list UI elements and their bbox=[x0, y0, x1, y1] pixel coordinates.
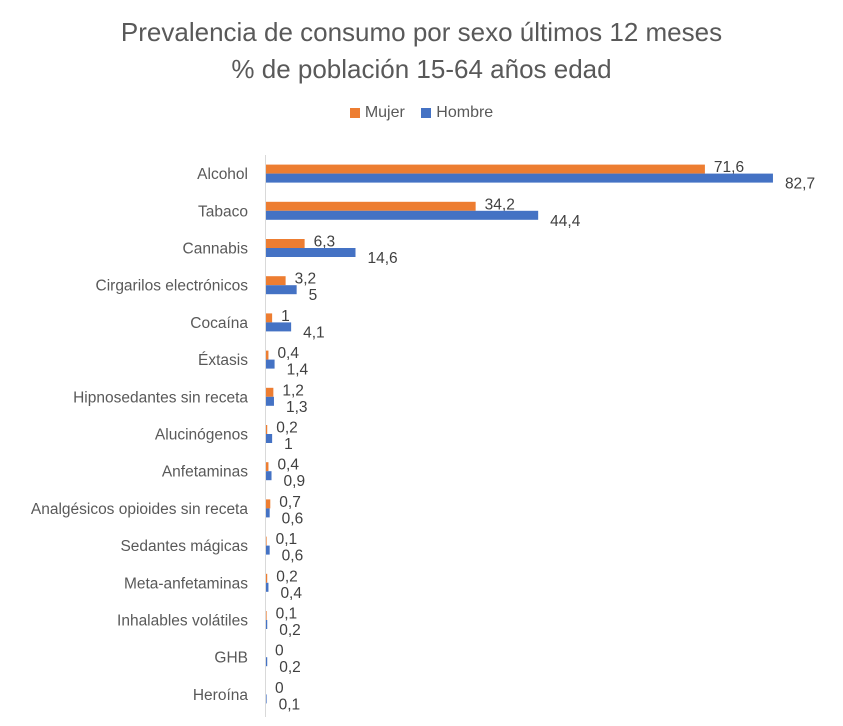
data-label-mujer-meta-anfetaminas: 0,2 bbox=[276, 568, 298, 585]
category-label-cirgarilos-electronicos: Cirgarilos electrónicos bbox=[96, 278, 249, 295]
bar-hombre-anfetaminas bbox=[266, 471, 272, 481]
bar-hombre-sedantes-magicas bbox=[266, 545, 270, 555]
bar-hombre-tabaco bbox=[266, 210, 539, 220]
bar-hombre-analgesicos-opioides-sin-receta bbox=[266, 508, 270, 518]
data-label-hombre-anfetaminas: 0,9 bbox=[284, 473, 306, 490]
category-label-alcohol: Alcohol bbox=[197, 166, 248, 183]
bar-hombre-cannabis bbox=[266, 248, 356, 257]
category-label-cocaina: Cocaína bbox=[190, 315, 248, 332]
data-label-mujer-anfetaminas: 0,4 bbox=[277, 457, 299, 474]
category-label-analgesicos-opioides-sin-receta: Analgésicos opioides sin receta bbox=[31, 501, 249, 518]
chart-title: Prevalencia de consumo por sexo últimos … bbox=[0, 14, 843, 88]
legend-item-hombre: Hombre bbox=[421, 104, 493, 122]
category-label-extasis: Éxtasis bbox=[198, 352, 248, 369]
data-label-mujer-inhalables-volatiles: 0,1 bbox=[276, 606, 298, 623]
category-label-meta-anfetaminas: Meta-anfetaminas bbox=[124, 575, 248, 592]
bar-mujer-sedantes-magicas bbox=[266, 536, 267, 546]
legend-swatch-hombre bbox=[421, 108, 432, 118]
bar-mujer-tabaco bbox=[266, 201, 476, 211]
bar-mujer-hipnosedantes-sin-receta bbox=[266, 387, 274, 397]
bar-hombre-hipnosedantes-sin-receta bbox=[266, 396, 274, 406]
data-label-mujer-ghb: 0 bbox=[275, 643, 284, 660]
data-label-mujer-analgesicos-opioides-sin-receta: 0,7 bbox=[279, 494, 301, 511]
data-label-mujer-cirgarilos-electronicos: 3,2 bbox=[295, 271, 317, 288]
category-label-heroina: Heroína bbox=[193, 687, 249, 704]
data-label-mujer-hipnosedantes-sin-receta: 1,2 bbox=[282, 382, 304, 399]
data-label-mujer-extasis: 0,4 bbox=[277, 345, 299, 362]
category-label-ghb: GHB bbox=[214, 650, 248, 667]
bar-hombre-heroina bbox=[266, 694, 267, 704]
data-label-hombre-alcohol: 82,7 bbox=[785, 176, 815, 193]
data-label-hombre-extasis: 1,4 bbox=[287, 362, 309, 379]
bar-hombre-extasis bbox=[266, 359, 275, 369]
data-label-mujer-heroina: 0 bbox=[275, 680, 284, 697]
bar-mujer-extasis bbox=[266, 350, 269, 360]
bar-mujer-meta-anfetaminas bbox=[266, 573, 268, 583]
data-label-mujer-tabaco: 34,2 bbox=[485, 196, 515, 213]
data-label-mujer-alcohol: 71,6 bbox=[714, 159, 744, 176]
bar-hombre-alcohol bbox=[266, 173, 773, 183]
data-label-mujer-cocaina: 1 bbox=[281, 308, 290, 325]
bar-mujer-inhalables-volatiles bbox=[266, 611, 267, 620]
bar-mujer-alucinogenos bbox=[266, 425, 268, 434]
data-label-hombre-tabaco: 44,4 bbox=[550, 213, 581, 230]
data-label-hombre-ghb: 0,2 bbox=[279, 659, 301, 676]
bar-mujer-analgesicos-opioides-sin-receta bbox=[266, 499, 271, 509]
chart-title-line-2: % de población 15-64 años edad bbox=[231, 54, 612, 84]
bar-mujer-cocaina bbox=[266, 313, 273, 323]
bar-hombre-alucinogenos bbox=[266, 434, 273, 443]
data-label-hombre-meta-anfetaminas: 0,4 bbox=[280, 585, 302, 602]
legend-label-mujer: Mujer bbox=[364, 104, 405, 121]
category-label-cannabis: Cannabis bbox=[183, 241, 249, 258]
bar-mujer-alcohol bbox=[266, 164, 705, 174]
category-label-hipnosedantes-sin-receta: Hipnosedantes sin receta bbox=[73, 389, 248, 406]
category-label-anfetaminas: Anfetaminas bbox=[162, 464, 248, 481]
data-label-mujer-sedantes-magicas: 0,1 bbox=[276, 531, 298, 548]
legend-item-mujer: Mujer bbox=[349, 104, 405, 122]
data-label-mujer-cannabis: 6,3 bbox=[314, 234, 336, 251]
legend-label-hombre: Hombre bbox=[436, 104, 494, 121]
data-label-hombre-cannabis: 14,6 bbox=[367, 250, 397, 267]
bar-mujer-cannabis bbox=[266, 239, 305, 248]
category-label-tabaco: Tabaco bbox=[198, 203, 248, 220]
legend-swatch-mujer bbox=[349, 108, 360, 118]
data-label-hombre-hipnosedantes-sin-receta: 1,3 bbox=[286, 399, 308, 416]
bar-hombre-meta-anfetaminas bbox=[266, 582, 269, 592]
bar-hombre-inhalables-volatiles bbox=[266, 620, 268, 629]
data-label-mujer-alucinogenos: 0,2 bbox=[276, 420, 298, 437]
data-label-hombre-cocaina: 4,1 bbox=[303, 324, 325, 341]
category-label-alucinogenos: Alucinógenos bbox=[155, 427, 248, 444]
bar-hombre-ghb bbox=[266, 657, 268, 667]
data-label-hombre-alucinogenos: 1 bbox=[284, 436, 293, 453]
data-label-hombre-heroina: 0,1 bbox=[279, 696, 301, 713]
category-label-sedantes-magicas: Sedantes mágicas bbox=[120, 538, 248, 555]
chart-legend: Mujer Hombre bbox=[0, 104, 843, 123]
category-label-inhalables-volatiles: Inhalables volátiles bbox=[117, 613, 248, 630]
chart-title-line-1: Prevalencia de consumo por sexo últimos … bbox=[120, 17, 723, 47]
data-label-hombre-cirgarilos-electronicos: 5 bbox=[309, 287, 318, 304]
bar-mujer-anfetaminas bbox=[266, 462, 269, 472]
data-label-hombre-analgesicos-opioides-sin-receta: 0,6 bbox=[282, 510, 304, 527]
bar-hombre-cocaina bbox=[266, 322, 292, 332]
data-label-hombre-inhalables-volatiles: 0,2 bbox=[279, 622, 301, 639]
bar-hombre-cirgarilos-electronicos bbox=[266, 285, 297, 295]
data-label-hombre-sedantes-magicas: 0,6 bbox=[282, 548, 304, 565]
bar-mujer-cirgarilos-electronicos bbox=[266, 276, 286, 286]
